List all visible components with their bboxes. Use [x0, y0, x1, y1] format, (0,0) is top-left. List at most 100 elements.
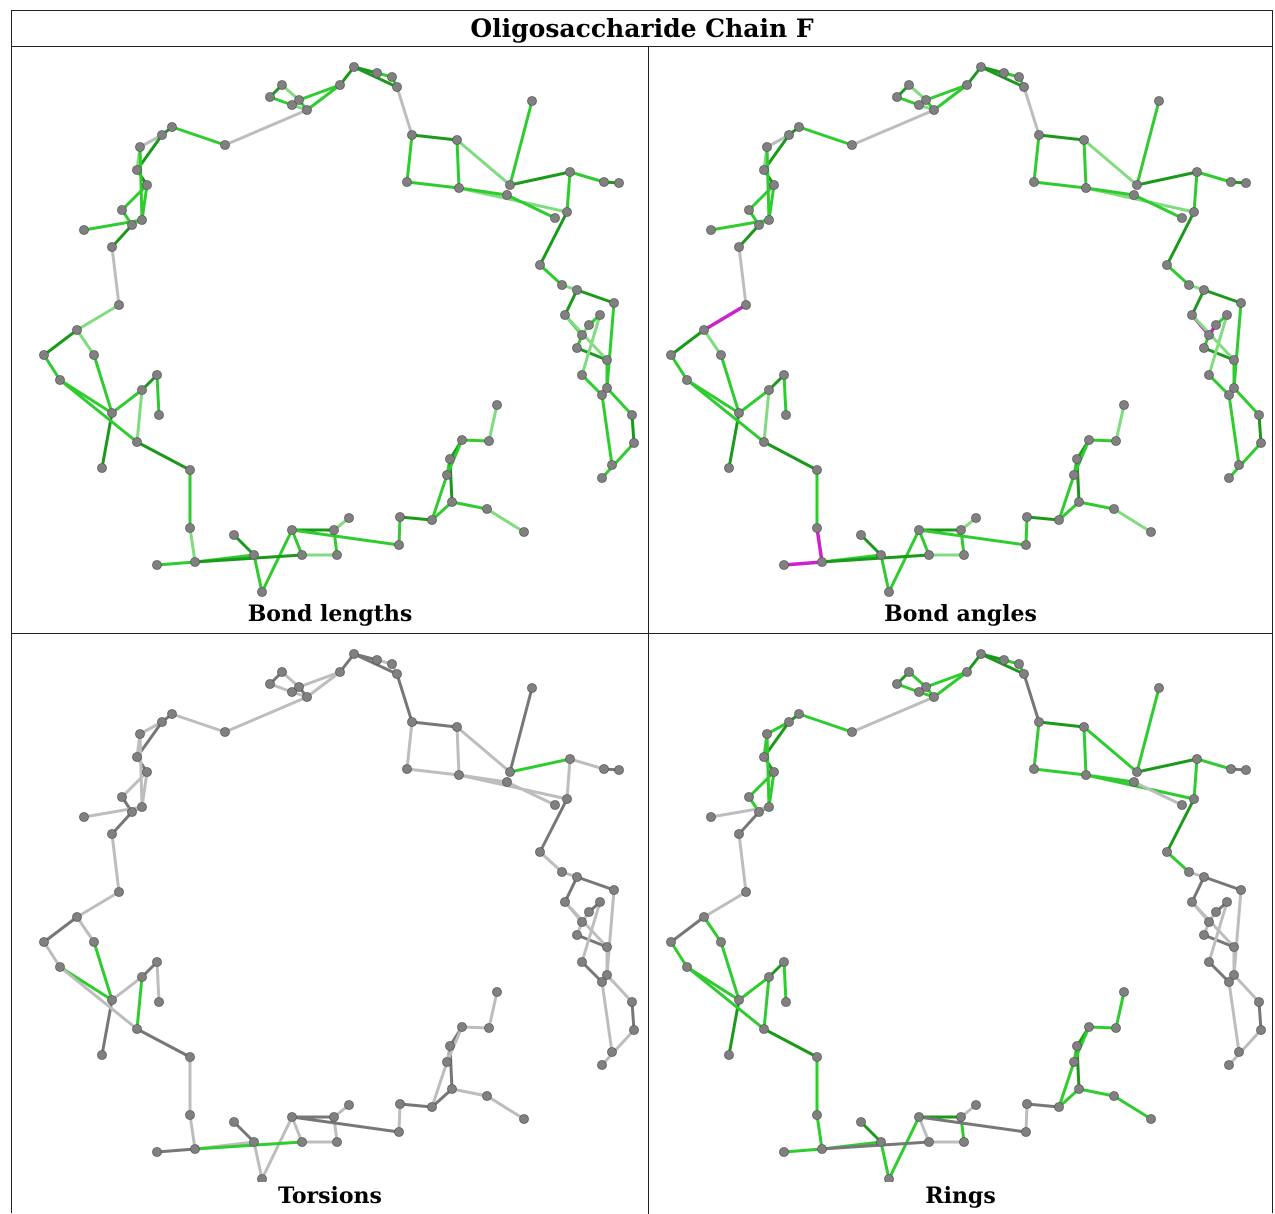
bond	[42, 353, 62, 382]
atom	[565, 167, 575, 177]
molecule-view-bond-angles	[666, 62, 1266, 597]
atom	[97, 1050, 107, 1060]
atom	[335, 667, 345, 677]
atom	[447, 497, 457, 507]
bond	[485, 507, 526, 534]
atom	[794, 122, 804, 132]
atom	[157, 717, 167, 727]
bond	[260, 528, 294, 594]
atom	[457, 435, 467, 445]
atom	[1199, 872, 1209, 882]
atom	[759, 1024, 769, 1034]
atom	[1109, 1091, 1119, 1101]
bond	[747, 183, 776, 212]
bond	[1082, 138, 1088, 190]
atom	[602, 970, 612, 980]
bond	[782, 560, 824, 567]
bond	[252, 1140, 264, 1181]
bond	[1232, 301, 1243, 390]
bond	[1082, 725, 1088, 777]
atom	[812, 465, 822, 475]
bond	[395, 85, 414, 137]
bond	[1057, 473, 1076, 522]
bond	[252, 553, 264, 594]
bond	[110, 810, 134, 836]
atom	[744, 205, 754, 215]
bond	[410, 133, 459, 142]
bond	[188, 526, 197, 564]
atom	[884, 1174, 894, 1182]
atom	[1229, 383, 1239, 393]
atom	[344, 1100, 354, 1110]
atom	[1254, 410, 1264, 420]
atom	[584, 907, 594, 917]
atom	[152, 560, 162, 570]
atom	[427, 515, 437, 525]
bond	[1232, 973, 1261, 1004]
bond	[1202, 346, 1236, 362]
atom	[812, 1052, 822, 1062]
bond	[110, 223, 134, 249]
atom	[921, 682, 931, 692]
atom	[1222, 897, 1232, 907]
atom	[502, 777, 512, 787]
bond	[508, 686, 534, 774]
bond	[815, 526, 824, 564]
bond	[1114, 990, 1126, 1030]
bond	[568, 757, 606, 771]
atom	[759, 165, 769, 175]
atom	[392, 82, 402, 92]
atom	[132, 165, 142, 175]
bond	[305, 670, 342, 699]
atom	[1189, 207, 1199, 217]
bond	[487, 403, 499, 443]
atom	[1022, 1099, 1032, 1109]
bond	[782, 960, 788, 1004]
bond	[430, 473, 449, 522]
bond	[223, 695, 309, 734]
atom	[921, 95, 931, 105]
atom	[394, 540, 404, 550]
atom	[137, 802, 147, 812]
bond	[1227, 980, 1241, 1054]
atom	[629, 1025, 639, 1035]
atom	[914, 1112, 924, 1122]
bond	[1077, 1087, 1116, 1098]
bond	[719, 353, 741, 415]
bond	[92, 940, 114, 1002]
atom	[847, 727, 857, 737]
atom	[132, 437, 142, 447]
atom	[779, 560, 789, 570]
atom	[1204, 370, 1214, 380]
bond	[457, 773, 509, 784]
atom	[55, 962, 65, 972]
atom	[706, 812, 716, 822]
bond	[765, 145, 771, 222]
atom	[1074, 1084, 1084, 1094]
atom	[519, 1114, 529, 1124]
atom	[629, 438, 639, 448]
atom	[395, 512, 405, 522]
atom	[1119, 400, 1129, 410]
bond	[702, 915, 723, 944]
bond	[797, 712, 854, 734]
atom	[152, 957, 162, 967]
atom	[781, 997, 791, 1007]
atom	[607, 1047, 617, 1057]
atom	[1154, 96, 1164, 106]
bond	[110, 832, 121, 894]
atom	[349, 62, 359, 72]
atom	[572, 343, 582, 353]
atom	[904, 667, 914, 677]
bond	[135, 388, 144, 444]
bond	[110, 245, 121, 307]
bond	[917, 528, 1028, 547]
bond	[887, 1115, 921, 1181]
atom	[779, 957, 789, 967]
bond	[1077, 500, 1116, 511]
bond	[1032, 767, 1088, 777]
bond	[75, 915, 96, 944]
bond	[135, 975, 144, 1031]
atom	[482, 504, 492, 514]
atom	[794, 709, 804, 719]
